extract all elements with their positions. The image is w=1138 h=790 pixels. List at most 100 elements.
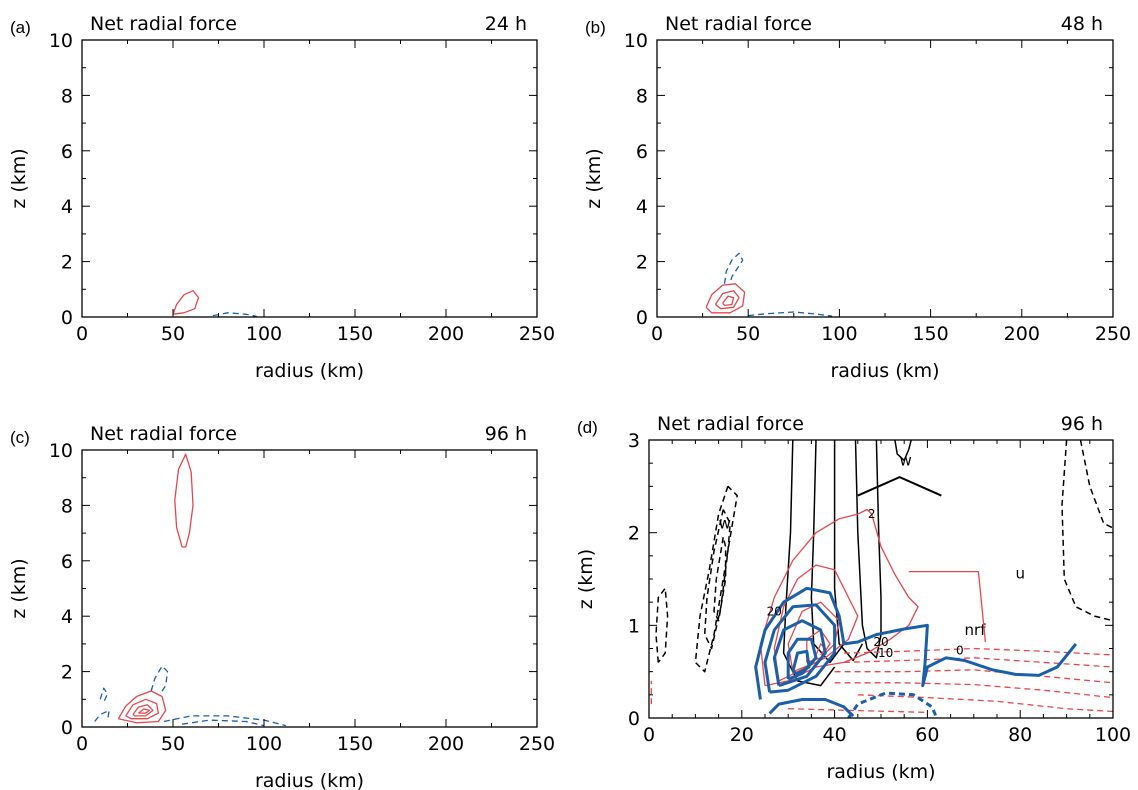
y-tick-label: 4 <box>636 196 648 218</box>
panel-3: 0 50 100 150 200 250 0 2 4 6 8 10 radius (km) z (km) N… <box>8 423 555 790</box>
x-axis-label: radius (km) <box>255 360 364 382</box>
panel-label: (b) <box>585 18 606 37</box>
y-tick-label: 2 <box>628 523 640 545</box>
x-axis-label: radius (km) <box>830 360 939 382</box>
plot-frame <box>656 39 1114 318</box>
contour-positive-solid <box>117 690 167 724</box>
contour-u-dashed <box>788 708 928 714</box>
contour-u-dashed <box>857 694 1113 713</box>
x-tick-label: 20 <box>730 724 754 746</box>
contour-nrf-solid <box>763 603 837 694</box>
y-tick-label: 10 <box>49 440 73 462</box>
contour-positive-solid <box>174 453 194 548</box>
y-axis-label: z (km) <box>583 148 605 208</box>
contour-w-dashed <box>703 509 731 650</box>
contour-positive-solid <box>138 708 150 714</box>
x-tick-label: 0 <box>651 323 663 345</box>
contour-u-dashed <box>843 657 1113 668</box>
x-tick-label: 200 <box>428 323 464 345</box>
x-tick-label: 100 <box>246 733 282 755</box>
panel-label: (d) <box>577 418 598 437</box>
contour-nrf-solid <box>791 649 811 675</box>
contour-label: 20 <box>767 604 782 618</box>
contour-u-dashed <box>843 647 1113 656</box>
y-tick-label: 4 <box>61 196 73 218</box>
contour-positive-solid <box>714 290 740 310</box>
contour-w-dashed <box>694 485 738 673</box>
panel-label: (a) <box>10 18 31 37</box>
contour-nrf-solid <box>754 586 1078 700</box>
contour-u-dashed <box>834 669 1113 684</box>
contour-w-dashed <box>655 587 669 663</box>
x-tick-label: 150 <box>337 733 373 755</box>
y-tick-label: 2 <box>636 252 648 274</box>
y-axis-label: z (km) <box>8 148 30 208</box>
contour-positive-solid <box>705 283 746 314</box>
contour-label: 20 <box>873 635 888 649</box>
x-axis-label: radius (km) <box>826 761 935 783</box>
y-tick-label: 2 <box>61 252 73 274</box>
contour-negative-dashed <box>94 709 110 722</box>
w-leader-line <box>857 476 942 497</box>
contour-nrf-solid <box>772 619 827 688</box>
panel-time: 96 h <box>1061 413 1103 435</box>
contour-group <box>705 252 833 317</box>
annotation-w: w <box>719 514 731 532</box>
contour-positive-solid <box>125 698 160 720</box>
contour-label: 2 <box>868 507 876 521</box>
panel-label: (c) <box>10 428 30 447</box>
x-tick-label: 40 <box>823 724 847 746</box>
panel-title: Net radial force <box>90 13 237 35</box>
x-tick-label: 50 <box>161 323 185 345</box>
y-tick-label: 0 <box>61 307 73 329</box>
contour-negative-dashed <box>723 252 744 284</box>
x-tick-label: 200 <box>1004 323 1040 345</box>
u-leader-line <box>908 570 987 643</box>
panel-time: 96 h <box>485 423 527 445</box>
x-tick-label: 50 <box>161 733 185 755</box>
y-axis-label: z (km) <box>8 558 30 618</box>
y-tick-label: 6 <box>636 141 648 163</box>
y-tick-label: 0 <box>636 307 648 329</box>
contour-w-dashed <box>1079 440 1113 529</box>
contour-u-solid <box>759 508 919 687</box>
contour-group <box>650 440 1113 718</box>
x-tick-label: 150 <box>912 323 948 345</box>
contour-w-solid <box>782 440 836 687</box>
contour-w-dashed <box>713 537 727 622</box>
contour-negative-dashed <box>150 665 169 695</box>
contour-group <box>172 290 257 317</box>
y-tick-label: 8 <box>61 85 73 107</box>
panel-time: 48 h <box>1061 13 1103 35</box>
annotation-u: u <box>1016 564 1026 582</box>
contour-u-dashed <box>834 682 1113 699</box>
plot-frame <box>81 449 538 728</box>
x-tick-label: 0 <box>76 733 88 755</box>
x-tick-label: 150 <box>337 323 373 345</box>
y-tick-label: 6 <box>61 551 73 573</box>
x-tick-label: 100 <box>821 323 857 345</box>
annotation-nrf: nrf <box>965 621 987 639</box>
x-axis-label: radius (km) <box>255 770 364 790</box>
panel-1: 0 50 100 150 200 250 0 2 4 6 8 10 radius (km) z (km) N… <box>8 13 555 382</box>
annotation-w: w <box>900 451 912 469</box>
x-tick-label: 200 <box>428 733 464 755</box>
contour-nrf-solid <box>768 698 855 718</box>
x-tick-label: 100 <box>246 323 282 345</box>
plot-frame <box>81 39 538 318</box>
y-tick-label: 1 <box>628 615 640 637</box>
panel-title: Net radial force <box>90 423 237 445</box>
contour-negative-dashed <box>163 715 286 727</box>
y-tick-label: 6 <box>61 141 73 163</box>
panel-title: Net radial force <box>657 413 804 435</box>
contour-label: 10 <box>878 646 893 660</box>
contour-negative-dashed <box>212 312 257 317</box>
y-axis-label: z (km) <box>575 549 597 609</box>
y-tick-label: 0 <box>61 717 73 739</box>
x-tick-label: 60 <box>915 724 939 746</box>
y-tick-label: 10 <box>49 30 73 52</box>
x-tick-label: 250 <box>519 323 555 345</box>
contour-u-solid <box>806 629 831 664</box>
y-tick-label: 3 <box>628 430 640 452</box>
